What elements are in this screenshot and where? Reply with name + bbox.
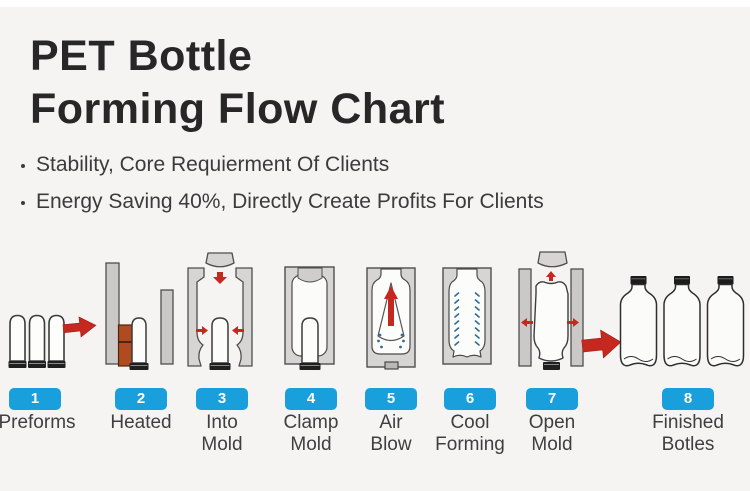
- flow-arrow-icon: [62, 316, 97, 338]
- bullet-energy-saving-text: Energy Saving 40%, Directly Create Profi…: [36, 189, 544, 213]
- step-2-badge: 2: [115, 388, 167, 410]
- opening-mold-icon: [518, 251, 584, 370]
- bullet-stability: Stability, Core Requierment Of Clients: [21, 146, 544, 183]
- step-5-badge: 5: [365, 388, 417, 410]
- step-7-label: Open Mold: [528, 412, 576, 455]
- air-blow-mold-icon: [366, 267, 416, 370]
- clamped-mold-icon: [284, 266, 335, 370]
- preforms-icon: [8, 314, 66, 368]
- step-4-label: Clamp Mold: [283, 412, 339, 455]
- heating-station-icon: [105, 262, 174, 370]
- bullet-stability-text: Stability, Core Requierment Of Clients: [36, 152, 390, 176]
- step-5-label: Air Blow: [370, 412, 412, 455]
- title-line-1: PET Bottle: [30, 32, 253, 80]
- step-3-badge: 3: [196, 388, 248, 410]
- step-3-label: Into Mold: [201, 412, 243, 455]
- step-4-badge: 4: [285, 388, 337, 410]
- step-2-label: Heated: [110, 412, 172, 433]
- bullet-energy-saving: Energy Saving 40%, Directly Create Profi…: [21, 183, 544, 220]
- step-6-badge: 6: [444, 388, 496, 410]
- bullet-dot-icon: [21, 200, 25, 205]
- cooling-mold-icon: [442, 267, 492, 365]
- step-1-label: Preforms: [0, 412, 76, 433]
- finished-bottles-icon: [619, 276, 745, 367]
- step-6-label: Cool Forming: [435, 412, 505, 455]
- mold-insert-icon: [187, 252, 253, 370]
- step-1-badge: 1: [9, 388, 61, 410]
- bullet-list: Stability, Core Requierment Of Clients E…: [21, 146, 544, 220]
- flow-arrow-icon: [581, 329, 622, 359]
- page-title: PET Bottle Forming Flow Chart: [30, 30, 445, 136]
- bullet-dot-icon: [21, 163, 25, 168]
- step-8-label: Finished Botles: [652, 412, 724, 455]
- step-8-badge: 8: [662, 388, 714, 410]
- title-line-2: Forming Flow Chart: [30, 85, 446, 133]
- step-7-badge: 7: [526, 388, 578, 410]
- top-strip: [0, 0, 750, 7]
